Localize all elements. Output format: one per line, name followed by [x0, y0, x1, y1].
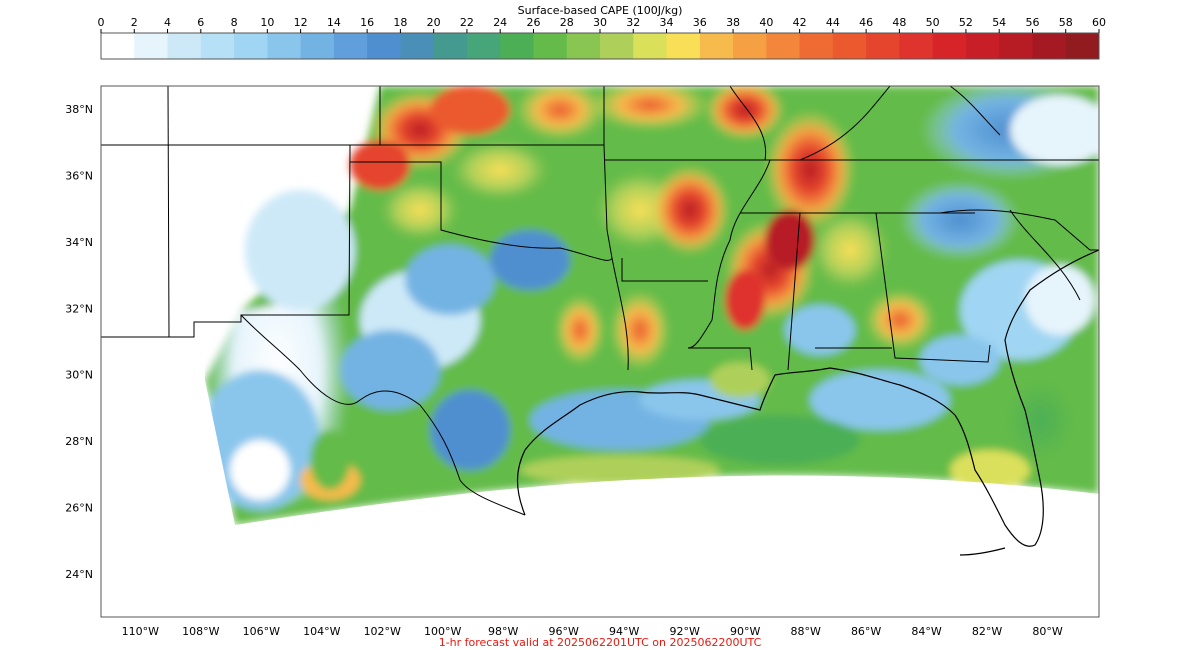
longitude-labels: 110°W 108°W 106°W 104°W 102°W 100°W 98°W 96°W 94…: [122, 625, 1063, 638]
longitude-label: 84°W: [911, 625, 941, 638]
colorbar-tick-label: 54: [992, 16, 1006, 29]
colorbar-tick-label: 28: [560, 16, 574, 29]
colorbar-segment: [600, 33, 634, 59]
longitude-label: 82°W: [972, 625, 1002, 638]
latitude-label: 32°N: [65, 302, 93, 315]
longitude-label: 106°W: [243, 625, 280, 638]
colorbar-segment: [500, 33, 534, 59]
colorbar-segment: [533, 33, 568, 59]
longitude-label: 94°W: [609, 625, 639, 638]
map-frame: [100, 85, 1100, 618]
latitude-label: 30°N: [65, 369, 93, 382]
colorbar-segment: [965, 33, 1000, 59]
colorbar-tick-label: 24: [493, 16, 507, 29]
colorbar-tick-label: 20: [427, 16, 441, 29]
colorbar-tick-label: 60: [1092, 16, 1106, 29]
colorbar-segment: [1065, 33, 1100, 59]
colorbar-tick-label: 14: [327, 16, 341, 29]
colorbar-segment: [234, 33, 268, 59]
longitude-label: 92°W: [669, 625, 699, 638]
longitude-label: 98°W: [488, 625, 518, 638]
boundaries: [101, 86, 1099, 516]
latitude-label: 34°N: [65, 236, 93, 249]
colorbar-tick-label: 46: [859, 16, 873, 29]
colorbar-segment: [200, 33, 235, 59]
colorbar-segment: [932, 33, 967, 59]
colorbar-tick-label: 0: [98, 16, 105, 29]
longitude-label: 86°W: [851, 625, 881, 638]
latitude-label: 26°N: [65, 501, 93, 514]
colorbar-tick-label: 38: [726, 16, 740, 29]
colorbar-segment: [799, 33, 834, 59]
colorbar-tick-label: 22: [460, 16, 474, 29]
colorbar-title: Surface-based CAPE (100J/kg): [517, 4, 683, 17]
longitude-label: 100°W: [424, 625, 461, 638]
colorbar-tick-label: 48: [892, 16, 906, 29]
colorbar-tick-label: 30: [593, 16, 607, 29]
colorbar-segment: [666, 33, 701, 59]
colorbar-tick-label: 10: [260, 16, 274, 29]
colorbar-tick-label: 12: [294, 16, 308, 29]
colorbar-tick-label: 58: [1059, 16, 1073, 29]
colorbar-tick-label: 4: [164, 16, 171, 29]
colorbar-segment: [999, 33, 1033, 59]
colorbar-segment: [566, 33, 601, 59]
colorbar-tick-label: 36: [693, 16, 707, 29]
colorbar-segment: [1032, 33, 1067, 59]
colorbar-tick-label: 6: [197, 16, 204, 29]
colorbar-segment: [766, 33, 801, 59]
colorbar-tick-label: 44: [826, 16, 840, 29]
colorbar-segment: [134, 33, 169, 59]
latitude-label: 36°N: [65, 170, 93, 183]
colorbar-tick-label: 16: [360, 16, 374, 29]
colorbar-segment: [300, 33, 335, 59]
colorbar-tick-label: 26: [526, 16, 540, 29]
colorbar-segment: [733, 33, 767, 59]
latitude-label: 38°N: [65, 103, 93, 116]
colorbar-tick-label: 52: [959, 16, 973, 29]
coastline: [516, 249, 1099, 556]
colorbar-tick-label: 18: [393, 16, 407, 29]
cape-field: [101, 86, 1099, 617]
colorbar-segment: [400, 33, 435, 59]
longitude-label: 96°W: [549, 625, 579, 638]
latitude-labels: 38°N 36°N 34°N 32°N 30°N 28°N 26°N 24°N: [65, 103, 93, 581]
colorbar-tick-label: 34: [660, 16, 674, 29]
colorbar-segment: [866, 33, 900, 59]
longitude-label: 102°W: [364, 625, 401, 638]
forecast-valid-text: 1-hr forecast valid at 2025062201UTC on …: [438, 636, 762, 649]
longitude-label: 88°W: [790, 625, 820, 638]
colorbar-segment: [899, 33, 934, 59]
longitude-label: 80°W: [1032, 625, 1062, 638]
longitude-label: 90°W: [730, 625, 760, 638]
colorbar-tick-label: 40: [759, 16, 773, 29]
colorbar-segment: [832, 33, 867, 59]
longitude-label: 104°W: [303, 625, 340, 638]
colorbar-tick-label: 8: [231, 16, 238, 29]
colorbar-segment: [101, 33, 135, 59]
colorbar-segment: [167, 33, 202, 59]
colorbar-tick-label: 56: [1025, 16, 1039, 29]
outside-domain: [101, 86, 1099, 617]
colorbar: 0 2 4 6 8 10 12 14 16 18 20 22 24 26 28 30 32 34 36 38 40 42 4…: [98, 16, 1106, 60]
colorbar-segment: [267, 33, 302, 59]
colorbar-tick-label: 32: [626, 16, 640, 29]
colorbar-segment: [333, 33, 368, 59]
colorbar-segment: [367, 33, 401, 59]
colorbar-tick-label: 50: [926, 16, 940, 29]
colorbar-tick-label: 2: [131, 16, 138, 29]
colorbar-segment: [699, 33, 734, 59]
longitude-label: 108°W: [182, 625, 219, 638]
longitude-label: 110°W: [122, 625, 159, 638]
colorbar-segment: [633, 33, 668, 59]
colorbar-tick-label: 42: [793, 16, 807, 29]
colorbar-segment: [466, 33, 501, 59]
latitude-label: 24°N: [65, 568, 93, 581]
latitude-label: 28°N: [65, 435, 93, 448]
colorbar-segment: [433, 33, 468, 59]
